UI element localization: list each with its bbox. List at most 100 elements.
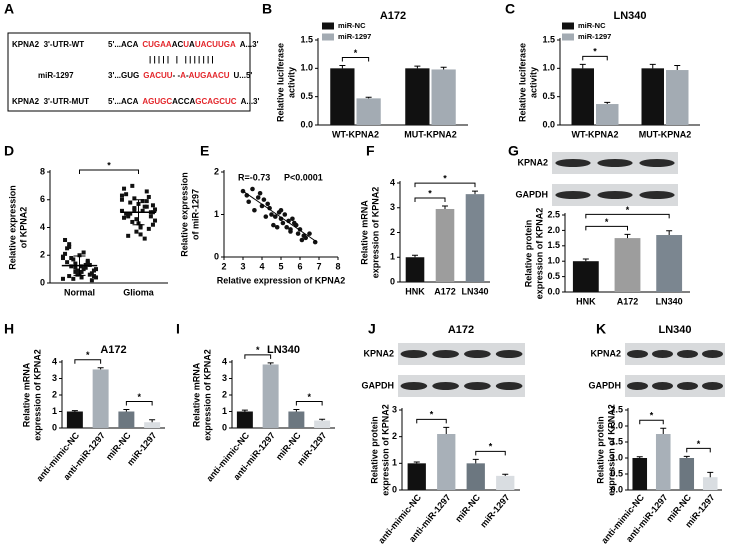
bar <box>407 463 426 490</box>
y-tick-label: 2 <box>392 431 397 441</box>
significance-label: * <box>107 160 111 170</box>
blot-band <box>677 382 698 390</box>
y-axis-label: expression of KPNA2 <box>606 404 616 496</box>
sequence-segment: 5'...ACA <box>108 97 139 106</box>
data-point <box>83 265 88 270</box>
x-tick-label: 7 <box>316 261 321 271</box>
x-axis-label: Relative expression of KPNA2 <box>217 275 346 285</box>
bar <box>330 68 355 125</box>
chart-title: LN340 <box>658 324 691 336</box>
blot-band <box>652 382 673 390</box>
sequence-segment: A...3' <box>240 40 259 49</box>
y-tick-label: 0 <box>392 484 397 494</box>
legend-label: miR-NC <box>578 21 606 30</box>
data-point <box>290 216 295 222</box>
data-point <box>150 203 155 208</box>
data-point <box>73 261 78 266</box>
annotation: R=-0.73 <box>238 172 270 182</box>
data-point <box>280 220 286 226</box>
panel-letter: H <box>4 321 14 337</box>
data-point <box>257 190 263 196</box>
blot-label: KPNA2 <box>517 157 548 167</box>
legend-swatch <box>322 22 334 30</box>
data-point <box>134 229 139 234</box>
significance-bracket <box>416 418 447 424</box>
y-tick-label: 1 <box>392 458 397 468</box>
blot-band <box>555 191 591 199</box>
error-bar <box>241 409 248 412</box>
bar <box>356 98 381 125</box>
blot-label: GAPDH <box>588 380 621 390</box>
y-axis-label: Relative mRNA <box>21 362 31 427</box>
blot-band <box>555 159 591 167</box>
y-tick-label: 1.0 <box>542 63 555 73</box>
significance-bracket <box>341 57 370 62</box>
error-bar <box>636 456 643 458</box>
y-axis-label: expression of KPNA2 <box>380 404 390 496</box>
sequence-segment: A <box>180 71 186 80</box>
data-point <box>299 237 305 243</box>
data-point <box>124 211 129 216</box>
bar <box>596 104 619 125</box>
significance-label: * <box>354 48 358 58</box>
error-bar <box>502 473 509 476</box>
chart-title: A172 <box>100 344 126 356</box>
row-name: KPNA2 3'-UTR-MUT <box>12 97 89 106</box>
y-tick-label: 1.0 <box>610 452 623 462</box>
data-point <box>119 208 124 213</box>
significance-bracket <box>79 169 139 174</box>
legend-label: miR-NC <box>338 21 366 30</box>
y-tick-label: 1 <box>390 252 395 262</box>
data-point <box>292 220 297 226</box>
data-point <box>79 275 84 280</box>
error-bar <box>149 419 156 423</box>
x-tick-label: Glioma <box>123 287 155 297</box>
blot-band <box>400 350 428 358</box>
y-tick-label: 1 <box>214 209 219 219</box>
significance-label: * <box>256 345 260 355</box>
panel-a-box <box>7 32 251 112</box>
bar <box>405 68 430 125</box>
data-point <box>132 196 137 201</box>
data-point <box>81 267 86 272</box>
blot-strip <box>625 375 725 397</box>
data-point <box>89 271 94 276</box>
sequence: 5'...ACA CUGAAACUAUACUUGA A...3' <box>108 40 259 49</box>
legend-swatch <box>562 33 574 41</box>
bar <box>496 475 515 490</box>
chart-title: A172 <box>448 324 474 336</box>
y-tick-label: 3 <box>392 404 397 414</box>
x-tick-label: MUT-KPNA2 <box>404 129 457 139</box>
error-bar <box>319 418 326 421</box>
data-point <box>119 197 124 202</box>
significance-bracket <box>295 401 323 406</box>
data-point <box>67 244 72 249</box>
sequence-segment: - - <box>173 71 181 80</box>
data-point <box>144 199 149 204</box>
significance-bracket <box>475 450 506 456</box>
panel-letter: G <box>508 143 519 159</box>
blot-band <box>639 191 675 199</box>
data-point <box>122 215 127 220</box>
y-tick-label: 2 <box>390 227 395 237</box>
error-bar <box>472 458 479 464</box>
blot-band <box>702 382 723 390</box>
y-tick-label: 1.5 <box>547 240 560 250</box>
error-bar <box>649 63 656 69</box>
error-bar <box>624 233 631 239</box>
sequence-segment: GACUU <box>143 71 173 80</box>
panel-letter: C <box>505 1 515 17</box>
data-point <box>69 256 74 261</box>
data-point <box>94 275 99 280</box>
panel-letter: E <box>200 143 209 159</box>
y-tick-label: 2 <box>40 250 45 260</box>
blot-band <box>597 159 633 167</box>
bar <box>466 463 485 490</box>
data-point <box>269 212 274 217</box>
bar <box>641 68 664 125</box>
data-point <box>85 261 90 266</box>
data-point <box>138 232 143 237</box>
blot-band <box>432 382 459 390</box>
y-axis-label: Relative mRNA <box>191 362 201 427</box>
error-bar <box>414 65 421 69</box>
